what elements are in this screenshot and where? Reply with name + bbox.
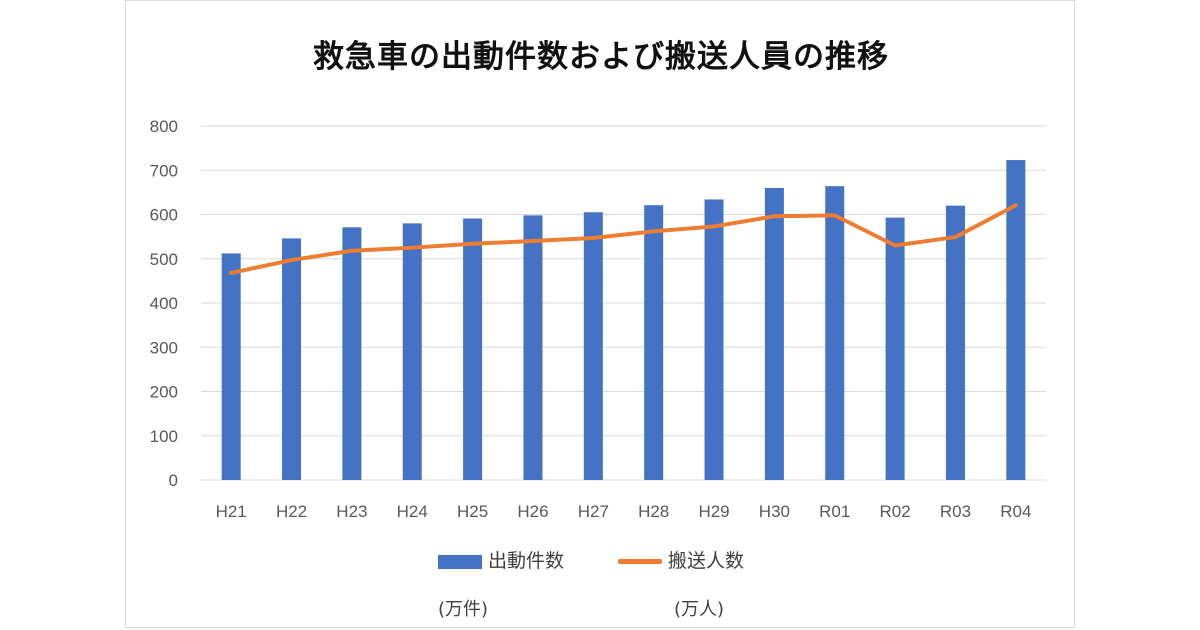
- legend-unit-bars: (万件): [438, 599, 489, 620]
- y-tick-label: 500: [150, 250, 178, 269]
- line-series: [229, 203, 1018, 275]
- x-tick-label: R04: [1000, 502, 1031, 521]
- y-tick-label: 700: [150, 161, 178, 180]
- x-tick-label: H25: [457, 502, 488, 521]
- bar: [764, 187, 784, 480]
- bar: [463, 218, 483, 481]
- x-tick-label: H27: [578, 502, 609, 521]
- y-tick-label: 800: [150, 117, 178, 136]
- y-tick-label: 100: [150, 427, 178, 446]
- bar: [945, 205, 965, 480]
- chart-plot: 0 100 200 300 400 500 600 700 800 H21 H22 H23 H24 H2…: [150, 117, 1046, 521]
- bar: [825, 186, 845, 480]
- y-tick-label: 600: [150, 206, 178, 225]
- bar: [1006, 160, 1026, 480]
- legend-unit-line: (万人): [674, 599, 725, 620]
- chart-title: 救急車の出動件数および搬送人員の推移: [313, 39, 889, 75]
- bar: [402, 223, 422, 480]
- bar: [523, 215, 543, 480]
- bar: [885, 217, 905, 480]
- legend-item-line: 搬送人数 (万人): [618, 546, 744, 621]
- x-tick-label: H24: [397, 502, 428, 521]
- x-tick-label: H22: [276, 502, 307, 521]
- legend-label-bars: 出動件数: [488, 550, 565, 572]
- bar: [221, 253, 241, 480]
- x-tick-label: H23: [336, 502, 367, 521]
- y-tick-label: 400: [150, 294, 178, 313]
- legend-item-bars: 出動件数 (万件): [438, 546, 564, 621]
- bar: [644, 205, 664, 480]
- bar: [342, 227, 362, 480]
- x-tick-label: R02: [880, 502, 911, 521]
- x-tick-label: R03: [940, 502, 971, 521]
- y-tick-label: 0: [169, 471, 178, 490]
- x-tick-label: H30: [759, 502, 790, 521]
- y-tick-label: 300: [150, 338, 178, 357]
- bar: [583, 212, 603, 480]
- x-tick-label: H26: [517, 502, 548, 521]
- bar: [704, 199, 724, 480]
- chart-frame: 救急車の出動件数および搬送人員の推移 0 100 200 300 400 500 600 70…: [125, 0, 1075, 628]
- legend-line-swatch: [618, 559, 662, 564]
- x-tick-label: H21: [216, 502, 247, 521]
- x-tick-label: H28: [638, 502, 669, 521]
- x-tick-label: H29: [698, 502, 729, 521]
- y-tick-label: 200: [150, 383, 178, 402]
- legend-bar-swatch: [438, 554, 482, 569]
- legend-label-line: 搬送人数: [668, 550, 745, 572]
- x-tick-label: R01: [819, 502, 850, 521]
- bar: [282, 238, 302, 480]
